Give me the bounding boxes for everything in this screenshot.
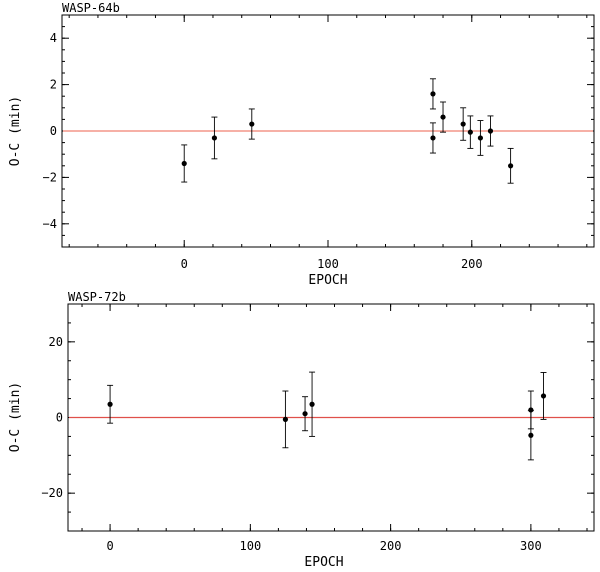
y-tick-label: 20 [49, 335, 63, 349]
data-point [107, 401, 113, 407]
y-tick-label: −4 [43, 217, 57, 231]
data-point [460, 121, 466, 127]
y-tick-label: 4 [50, 31, 57, 45]
panel-title: WASP-64b [62, 1, 120, 15]
panel-wasp-64b: WASP-64b EPOCH O-C (min) 0 100 200 −4 −2 0 2 4 [8, 1, 595, 288]
y-axis-label: O-C (min) [8, 382, 23, 452]
panel-wasp-72b: WASP-72b EPOCH O-C (min) 0 100 200 300 −20 0 2… [8, 290, 595, 570]
data-point [528, 407, 534, 413]
y-tick-label: 0 [56, 411, 63, 425]
data-point [508, 163, 514, 169]
data-point [249, 121, 255, 127]
x-tick-label: 200 [461, 257, 483, 271]
panel-title: WASP-72b [68, 290, 126, 304]
data-point [440, 114, 446, 120]
x-axis-label: EPOCH [304, 555, 343, 570]
x-tick-label: 100 [317, 257, 339, 271]
y-tick-label: 0 [50, 124, 57, 138]
y-tick-label: −20 [41, 486, 63, 500]
data-point [430, 135, 436, 141]
y-tick-label: 2 [50, 78, 57, 92]
data-point [477, 135, 484, 141]
data-point [309, 401, 315, 407]
data-point [528, 432, 534, 438]
x-tick-label: 300 [520, 539, 542, 553]
data-point [211, 135, 218, 141]
data-point [282, 416, 289, 422]
y-tick-label: −2 [43, 170, 57, 184]
x-tick-label: 200 [380, 539, 402, 553]
x-tick-label: 0 [181, 257, 188, 271]
data-point [181, 160, 187, 167]
data-point [302, 411, 308, 417]
y-axis-label: O-C (min) [8, 96, 23, 166]
data-point [487, 128, 494, 134]
x-tick-label: 100 [240, 539, 262, 553]
x-tick-label: 0 [106, 539, 113, 553]
data-point [430, 91, 436, 97]
data-point [540, 393, 547, 399]
x-axis-label: EPOCH [308, 273, 347, 288]
data-point [467, 129, 473, 135]
